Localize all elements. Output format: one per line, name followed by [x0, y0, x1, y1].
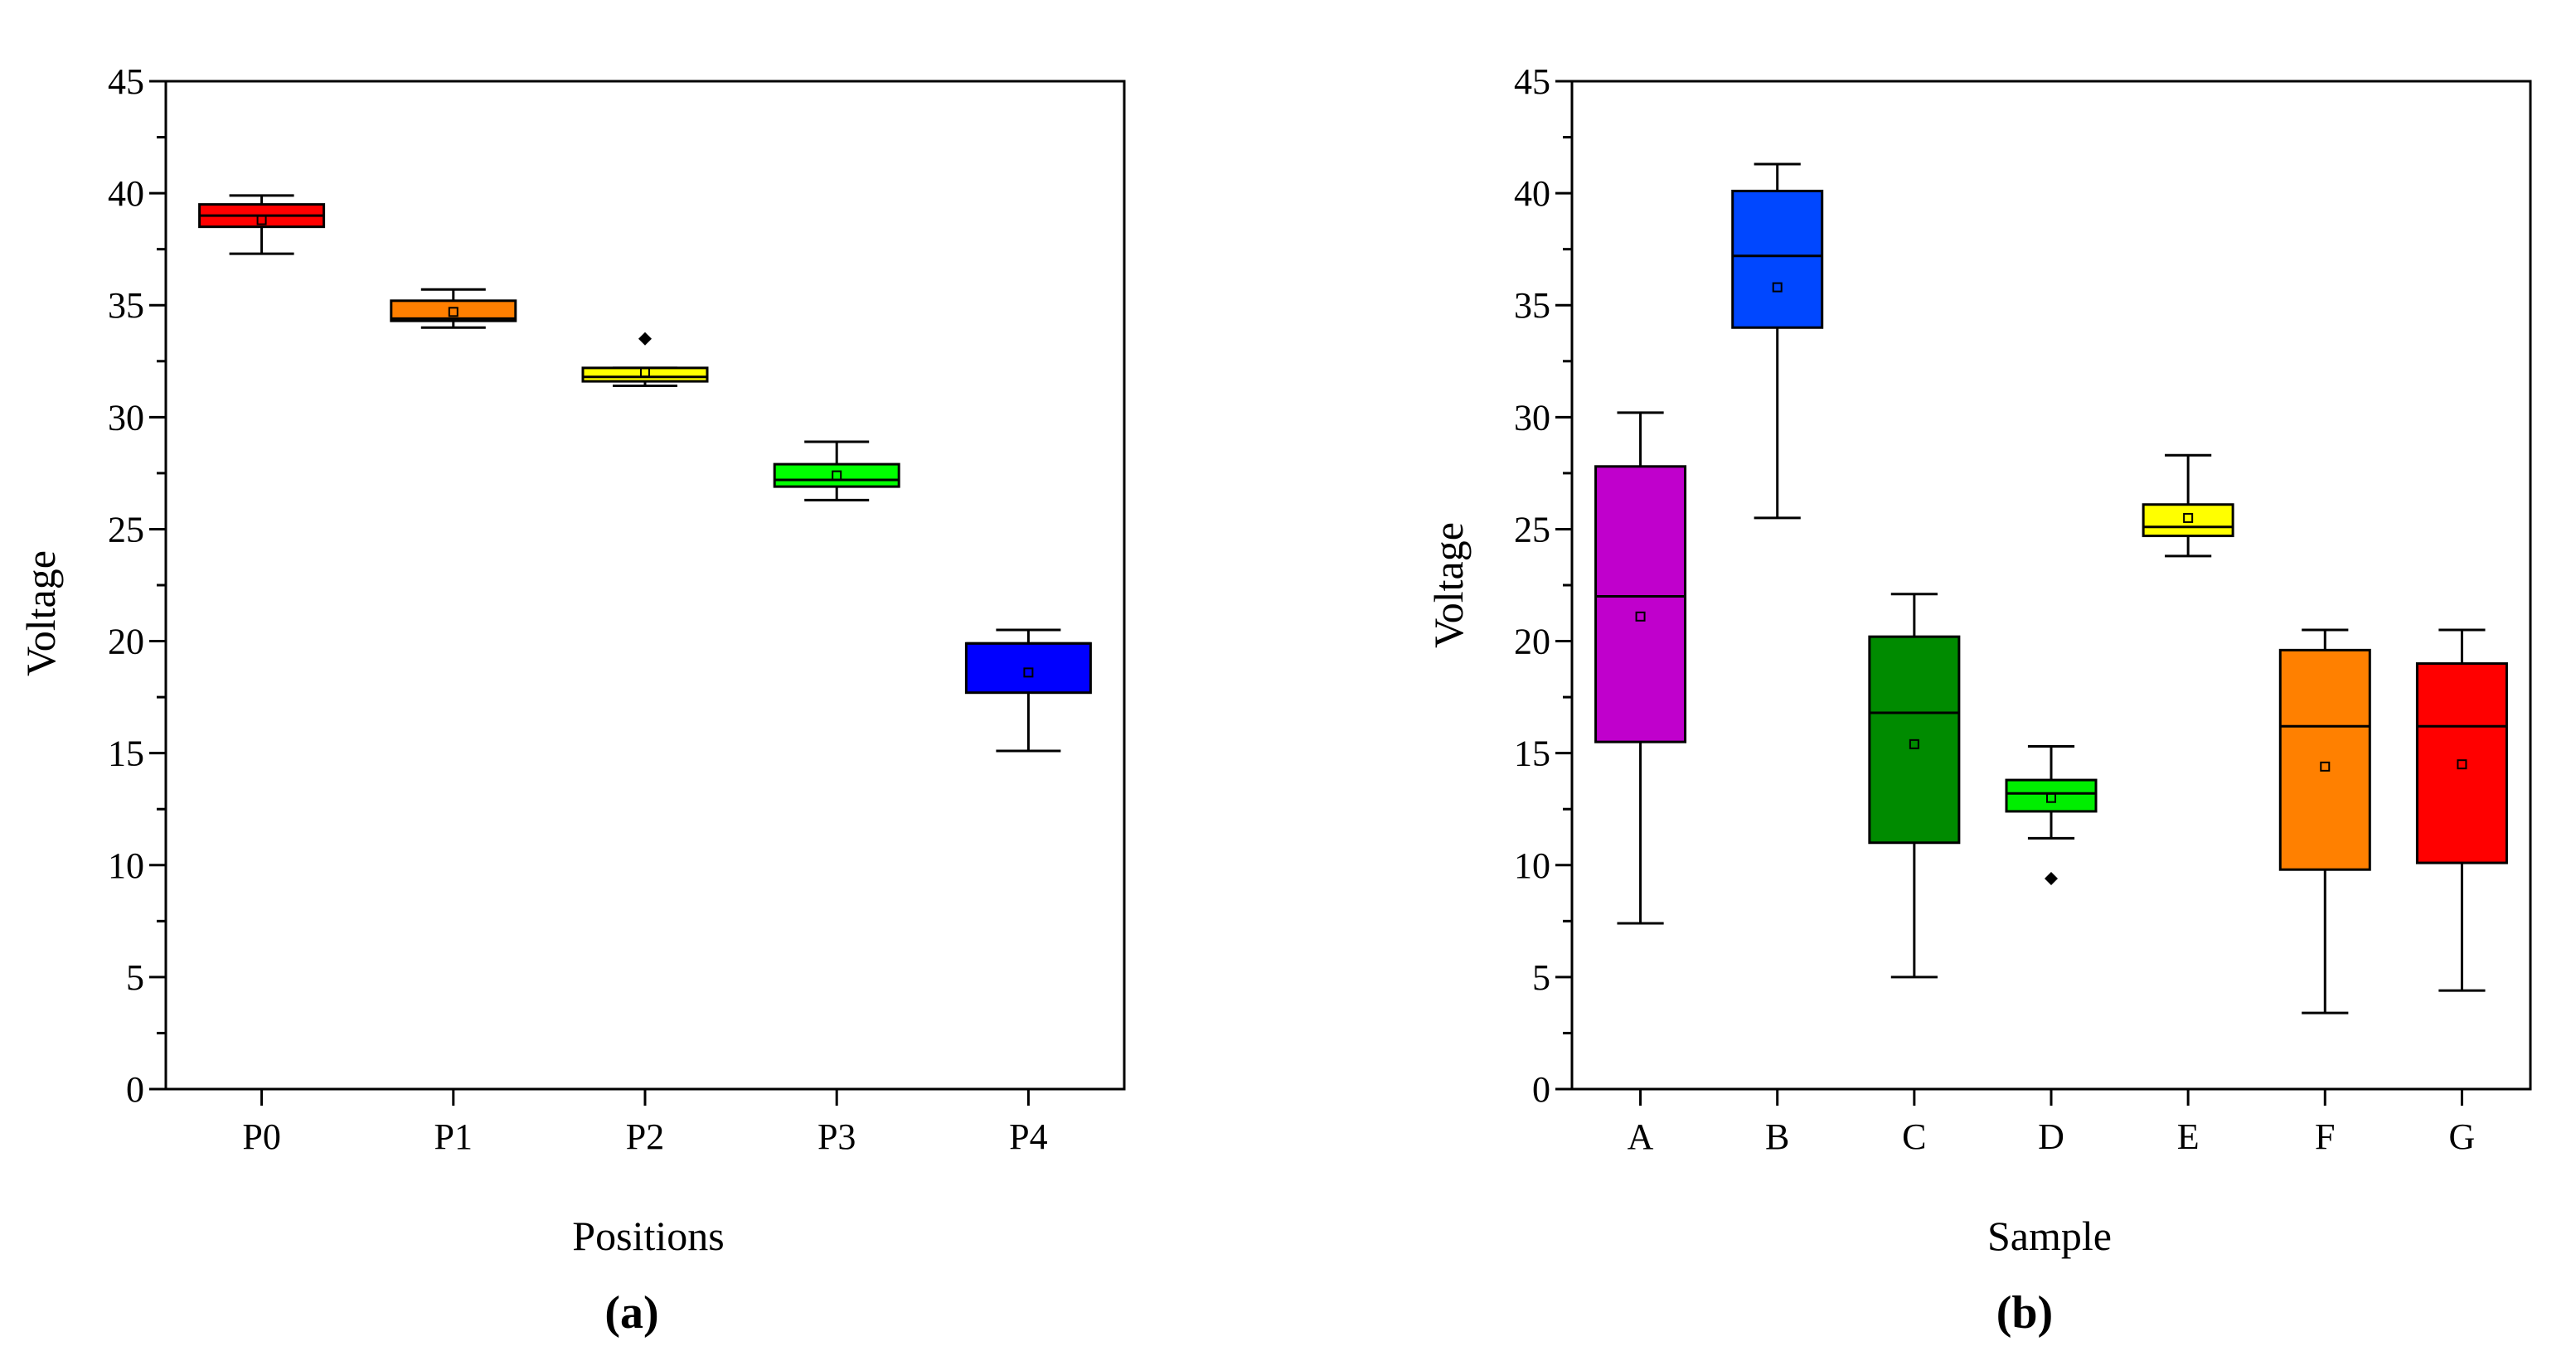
- panel-a-x-tick-label: P0: [242, 1116, 280, 1157]
- panel-b-boxes: [1594, 162, 2508, 1014]
- panel-a-box-p3: [773, 440, 900, 501]
- panel-b-y-tick-label: 45: [1514, 61, 1550, 102]
- panel-a-chart: Voltage Positions (a) 0 5 10 15 20 25 30 35 40 45…: [17, 61, 1126, 1339]
- panel-b-y-tick-label: 25: [1514, 509, 1550, 550]
- mean-marker: [2046, 792, 2056, 803]
- mean-marker: [1023, 667, 1034, 678]
- panel-b-x-tick-label: D: [2038, 1116, 2064, 1157]
- panel-b-y-tick-label: 40: [1514, 173, 1550, 214]
- outlier-point: [638, 332, 652, 346]
- panel-b-x-axis-title: Sample: [1987, 1213, 2112, 1259]
- panel-b-box-a: [1594, 411, 1687, 925]
- iqr-box: [2278, 648, 2371, 871]
- panel-b-box-c: [1868, 593, 1961, 979]
- iqr-box: [2142, 503, 2234, 538]
- panel-a-y-tick-label: 5: [126, 957, 144, 998]
- mean-marker: [832, 470, 842, 481]
- iqr-box: [773, 462, 900, 488]
- mean-marker: [1772, 282, 1783, 293]
- iqr-box: [2415, 662, 2508, 864]
- panel-a-x-tick-label: P3: [817, 1116, 856, 1157]
- panel-a-y-tick-label: 35: [108, 285, 144, 326]
- panel-a-y-tick-label: 0: [126, 1069, 144, 1110]
- mean-marker: [2457, 759, 2467, 770]
- panel-b-y-tick-label: 5: [1532, 957, 1550, 998]
- panel-a-x-axis-title: Positions: [572, 1213, 724, 1259]
- panel-a-y-axis-title: Voltage: [17, 550, 64, 676]
- panel-a-y-tick-label: 10: [108, 845, 144, 886]
- panel-b-y-tick-label: 15: [1514, 734, 1550, 774]
- iqr-box: [1594, 465, 1687, 743]
- mean-marker: [2183, 512, 2194, 523]
- panel-a-x-ticks: P0 P1 P2 P3 P4: [242, 1089, 1048, 1157]
- panel-a-boxes: [198, 194, 1092, 753]
- panel-b-x-ticks: A B C D E F G: [1628, 1089, 2476, 1157]
- panel-b-chart: Voltage Sample (b) 0 5 10 15 20 25 30 35 40 45 A B…: [1425, 61, 2532, 1339]
- panel-a-x-tick-label: P4: [1009, 1116, 1047, 1157]
- panel-b-box-d: [2005, 745, 2098, 885]
- panel-b-x-tick-label: E: [2177, 1116, 2200, 1157]
- mean-marker: [256, 215, 267, 225]
- panel-b-box-f: [2278, 628, 2371, 1014]
- panel-b-y-tick-label: 20: [1514, 622, 1550, 662]
- panel-b-label: (b): [1996, 1287, 2053, 1339]
- panel-a-y-ticks: 0 5 10 15 20 25 30 35 40 45: [108, 61, 166, 1110]
- panel-b-x-tick-label: B: [1765, 1116, 1789, 1157]
- panel-b-x-tick-label: C: [1902, 1116, 1926, 1157]
- panel-a-label: (a): [604, 1287, 658, 1339]
- panel-b-y-ticks: 0 5 10 15 20 25 30 35 40 45: [1514, 61, 1572, 1110]
- panel-a-y-tick-label: 15: [108, 734, 144, 774]
- outlier-point: [2045, 871, 2058, 885]
- iqr-box: [2005, 778, 2098, 813]
- mean-marker: [1635, 611, 1646, 622]
- panel-a-box-p0: [198, 194, 326, 255]
- iqr-box: [581, 366, 709, 383]
- mean-marker: [448, 307, 458, 317]
- panel-b-y-tick-label: 0: [1532, 1069, 1550, 1110]
- panel-b-x-tick-label: A: [1628, 1116, 1654, 1157]
- panel-b-box-g: [2415, 628, 2508, 992]
- mean-marker: [1909, 738, 1919, 749]
- panel-b-y-tick-label: 30: [1514, 397, 1550, 438]
- panel-b-box-e: [2142, 453, 2234, 558]
- panel-a-box-p1: [390, 288, 517, 329]
- panel-a-box-p4: [964, 628, 1092, 753]
- panel-a-y-tick-label: 20: [108, 622, 144, 662]
- panel-b-x-tick-label: G: [2449, 1116, 2476, 1157]
- panel-a-y-tick-label: 40: [108, 173, 144, 214]
- panel-a-y-tick-label: 30: [108, 397, 144, 438]
- iqr-box: [1731, 189, 1824, 329]
- panel-a-y-tick-label: 45: [108, 61, 144, 102]
- mean-marker: [640, 367, 650, 378]
- panel-b-y-tick-label: 35: [1514, 285, 1550, 326]
- panel-a-box-p2: [581, 332, 709, 388]
- panel-b-y-axis-title: Voltage: [1425, 522, 1472, 648]
- mean-marker: [2320, 761, 2331, 772]
- panel-b-x-tick-label: F: [2315, 1116, 2335, 1157]
- panel-b-y-tick-label: 10: [1514, 845, 1550, 886]
- panel-a-x-tick-label: P2: [626, 1116, 664, 1157]
- panel-a-x-tick-label: P1: [434, 1116, 473, 1157]
- panel-b-box-b: [1731, 162, 1824, 520]
- panel-a-y-tick-label: 25: [108, 509, 144, 550]
